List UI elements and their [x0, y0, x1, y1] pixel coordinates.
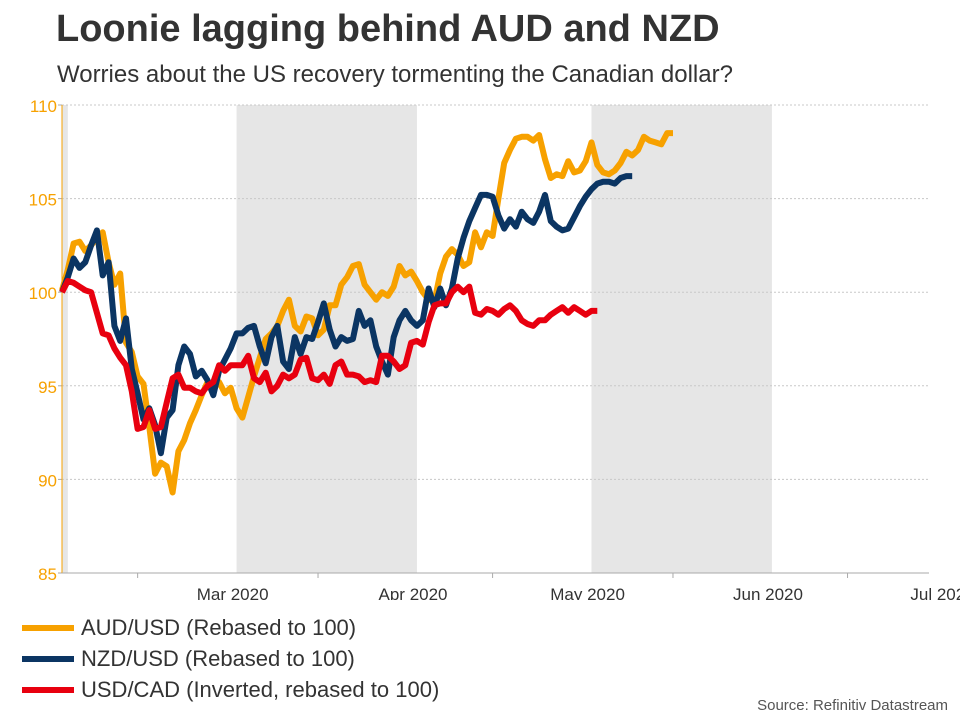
y-tick-label-105: 105	[29, 191, 57, 210]
legend: AUD/USD (Rebased to 100) NZD/USD (Rebase…	[22, 612, 439, 705]
y-tick-label-95: 95	[38, 378, 57, 397]
y-tick-label-85: 85	[38, 565, 57, 584]
legend-swatch-cad	[22, 686, 74, 693]
chart-title: Loonie lagging behind AUD and NZD	[56, 8, 720, 50]
source-note: Source: Refinitiv Datastream	[757, 697, 948, 714]
chart-subtitle: Worries about the US recovery tormenting…	[57, 61, 733, 88]
x-tick-label-2: May 2020	[550, 585, 625, 600]
x-tick-label-1: Apr 2020	[379, 585, 448, 600]
legend-label-cad: USD/CAD (Inverted, rebased to 100)	[81, 676, 440, 702]
shaded-band-2	[591, 105, 772, 573]
y-tick-label-110: 110	[30, 97, 57, 116]
x-tick-label-4: Jul 2020	[910, 585, 960, 600]
legend-item-cad: USD/CAD (Inverted, rebased to 100)	[22, 674, 439, 705]
shaded-bands	[62, 105, 772, 573]
legend-item-aud: AUD/USD (Rebased to 100)	[22, 612, 439, 643]
shaded-band-0	[62, 105, 68, 573]
y-tick-label-100: 100	[29, 284, 57, 303]
axes: 85 90 95 100 105 110 Mar 2020 Apr 2020 May 2020 J…	[29, 97, 960, 600]
x-tick-label-0: Mar 2020	[197, 585, 269, 600]
legend-swatch-nzd	[22, 655, 74, 662]
series-line-0	[59, 130, 673, 496]
legend-label-aud: AUD/USD (Rebased to 100)	[81, 614, 357, 640]
line-chart: 85 90 95 100 105 110 Mar 2020 Apr 2020 May 2020 J…	[29, 97, 960, 600]
legend-swatch-aud	[22, 624, 74, 631]
legend-item-nzd: NZD/USD (Rebased to 100)	[22, 643, 439, 674]
legend-label-nzd: NZD/USD (Rebased to 100)	[81, 645, 355, 671]
series-line-2	[59, 278, 598, 432]
x-tick-label-3: Jun 2020	[733, 585, 803, 600]
series-lines	[59, 130, 673, 496]
series-line-1	[59, 173, 633, 457]
y-tick-label-90: 90	[38, 471, 57, 490]
